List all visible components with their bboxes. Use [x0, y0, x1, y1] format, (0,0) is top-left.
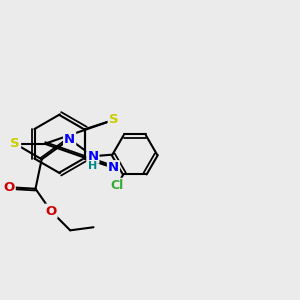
- Text: N: N: [64, 133, 75, 146]
- Text: N: N: [108, 161, 119, 174]
- Text: O: O: [4, 181, 15, 194]
- Text: O: O: [45, 205, 57, 218]
- Text: H: H: [88, 161, 98, 171]
- Text: S: S: [109, 113, 118, 127]
- Text: S: S: [11, 137, 20, 150]
- Text: Cl: Cl: [110, 179, 124, 192]
- Text: N: N: [87, 150, 98, 163]
